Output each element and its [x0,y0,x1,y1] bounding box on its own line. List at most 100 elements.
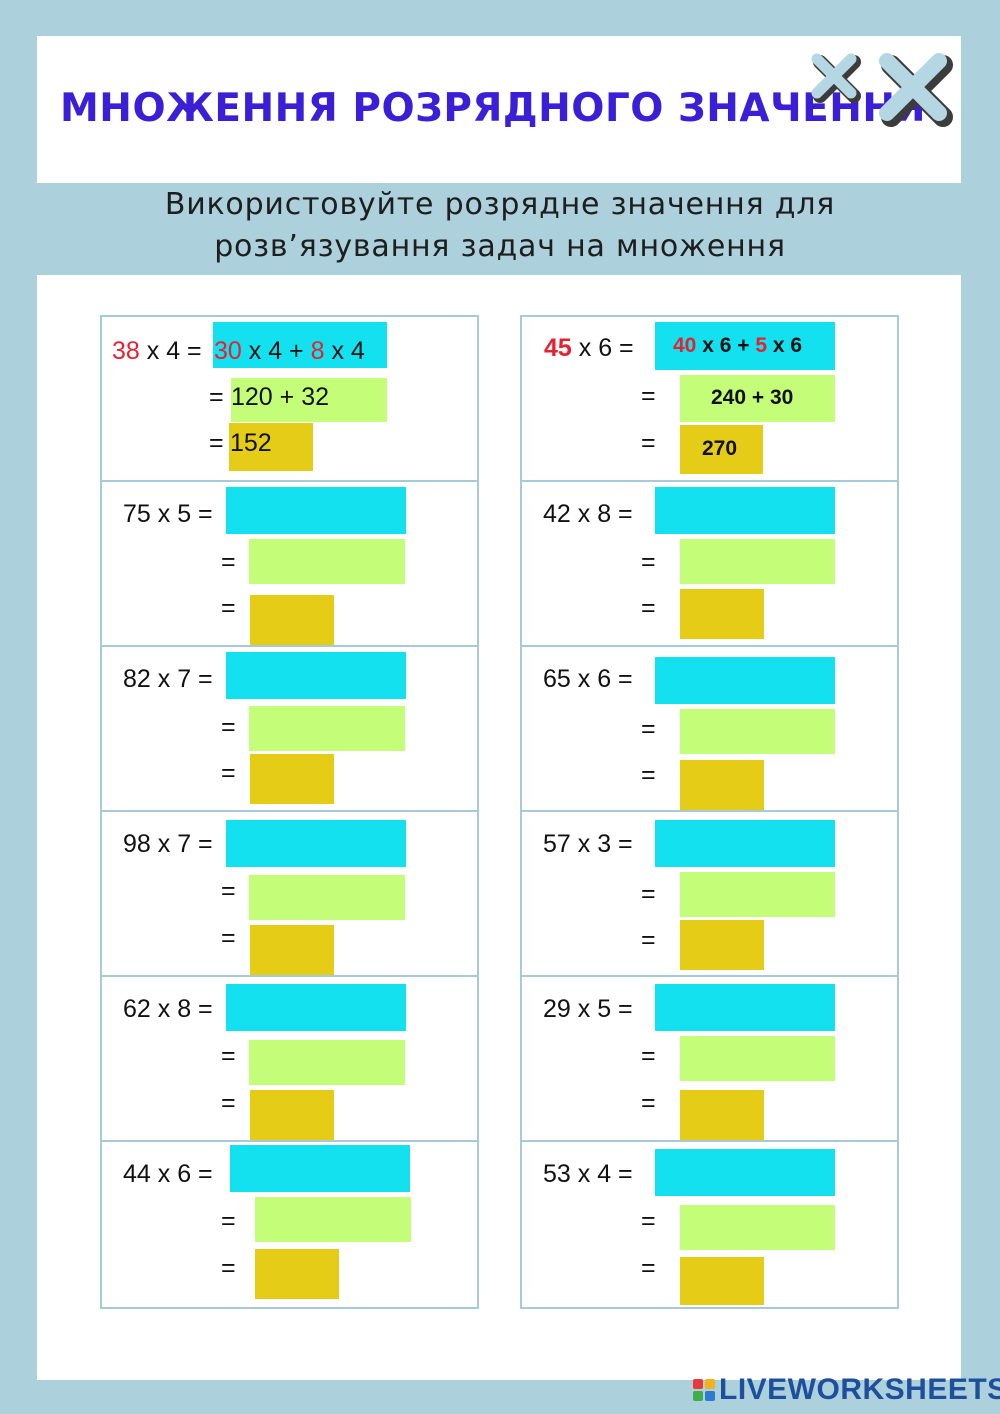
answer-box-expanded[interactable] [655,487,835,534]
equals-sign: = [641,1089,656,1117]
subtitle-line-1: Використовуйте розрядне значення для [164,187,836,222]
answer-box-partials[interactable] [680,872,835,917]
equals-sign: = [641,761,656,789]
answer-box-result[interactable] [250,925,334,975]
equals-sign: = [221,1254,236,1282]
problem-cell: 98 x 7 = = = [102,812,477,977]
answer-box-result[interactable] [255,1249,339,1299]
answer-box-result[interactable] [680,1257,764,1305]
equals-sign: = [221,548,236,576]
answer-box-expanded[interactable] [230,1145,410,1192]
page-title: МНОЖЕННЯ РОЗРЯДНОГО ЗНАЧЕННЯ [60,86,927,131]
problem-cell: 29 x 5 = = = [522,977,897,1142]
equals-sign: = [641,715,656,743]
answer-box-expanded[interactable] [655,657,835,704]
problem-text: 29 x 5 = [543,995,633,1023]
liveworksheets-logo: LIVEWORKSHEETS [693,1372,1000,1408]
example-step2-text: 120 + 32 [231,383,330,411]
example-step2-text: 240 + 30 [711,386,794,409]
problem-cell: 82 x 7 = = = [102,647,477,812]
equals-sign: = [641,926,656,954]
answer-box-result[interactable] [680,1090,764,1140]
problem-text: 98 x 7 = [123,830,213,858]
example-step3-equals: = [209,429,224,457]
problem-cell: 42 x 8 = = = [522,482,897,647]
right-problem-column: 45 x 6 = 40 x 6 + 5 x 6 = 240 + 30 = 270… [520,315,899,1309]
answer-box-result[interactable] [250,595,334,645]
multiply-sign-large-icon [874,48,956,130]
example-cell-left: 38 x 4 = 30 x 4 + 8 x 4 = 120 + 32 = 152 [102,317,477,482]
example-step1-expression: 40 x 6 + 5 x 6 [673,334,803,357]
answer-box-partials[interactable] [680,709,835,754]
problem-text: 75 x 5 = [123,500,213,528]
live-logo-icon [693,1379,715,1401]
answer-box-partials[interactable] [249,706,405,751]
problem-text: 57 x 3 = [543,830,633,858]
example-step3-text: 270 [702,437,738,460]
equals-sign: = [641,1254,656,1282]
example-first-factor: 45 [544,334,572,362]
problem-text: 62 x 8 = [123,995,213,1023]
answer-box-expanded[interactable] [226,652,406,699]
problem-cell: 75 x 5 = = = [102,482,477,647]
answer-box-partials[interactable] [680,1205,835,1250]
answer-box-partials[interactable] [255,1197,411,1242]
answer-box-partials[interactable] [249,875,405,920]
equals-sign: = [641,548,656,576]
equals-sign: = [641,880,656,908]
problem-text: 53 x 4 = [543,1160,633,1188]
problem-text: 65 x 6 = [543,665,633,693]
example-step2-equals: = [209,383,224,411]
problem-text: 82 x 7 = [123,665,213,693]
answer-box-result[interactable] [680,760,764,810]
equals-sign: = [221,1207,236,1235]
equals-sign: = [221,877,236,905]
example-problem: 45 x 6 = [544,334,634,362]
example-step1-box [213,322,387,368]
answer-box-partials[interactable] [680,539,835,584]
problem-text: 44 x 6 = [123,1160,213,1188]
example-step2-box [680,375,835,422]
answer-box-partials[interactable] [249,1040,405,1085]
example-first-factor: 38 [112,337,140,365]
answer-box-expanded[interactable] [655,984,835,1031]
answer-box-partials[interactable] [680,1036,835,1081]
answer-box-expanded[interactable] [655,820,835,867]
example-problem: 38 x 4 = [112,337,202,365]
equals-sign: = [221,924,236,952]
example-step3-equals: = [641,429,656,457]
answer-box-expanded[interactable] [226,984,406,1031]
answer-box-expanded[interactable] [226,487,406,534]
problem-cell: 65 x 6 = = = [522,647,897,812]
example-step3-box [229,423,313,471]
equals-sign: = [641,594,656,622]
example-step2-box [231,378,387,422]
subtitle-line-2: розв’язування задач на множення [214,229,786,264]
example-step3-box [680,425,763,474]
equals-sign: = [221,1089,236,1117]
answer-box-partials[interactable] [249,539,405,584]
problem-cell: 44 x 6 = = = [102,1142,477,1307]
problem-cell: 57 x 3 = = = [522,812,897,977]
left-problem-column: 38 x 4 = 30 x 4 + 8 x 4 = 120 + 32 = 152… [100,315,479,1309]
answer-box-result[interactable] [680,920,764,970]
answer-box-result[interactable] [680,589,764,639]
example-step2-equals: = [641,382,656,410]
problem-cell: 53 x 4 = = = [522,1142,897,1307]
example-step1-box [655,322,835,370]
problem-text: 42 x 8 = [543,500,633,528]
equals-sign: = [641,1042,656,1070]
answer-box-result[interactable] [250,1090,334,1140]
equals-sign: = [221,594,236,622]
answer-box-expanded[interactable] [655,1149,835,1196]
example-cell-right: 45 x 6 = 40 x 6 + 5 x 6 = 240 + 30 = 270 [522,317,897,482]
equals-sign: = [641,1207,656,1235]
header-panel [37,36,961,183]
equals-sign: = [221,1042,236,1070]
example-step1-expression: 30 x 4 + 8 x 4 [214,337,365,365]
answer-box-expanded[interactable] [226,820,406,867]
equals-sign: = [221,759,236,787]
brand-name: LIVEWORKSHEETS [719,1373,1000,1406]
answer-box-result[interactable] [250,754,334,804]
equals-sign: = [221,713,236,741]
